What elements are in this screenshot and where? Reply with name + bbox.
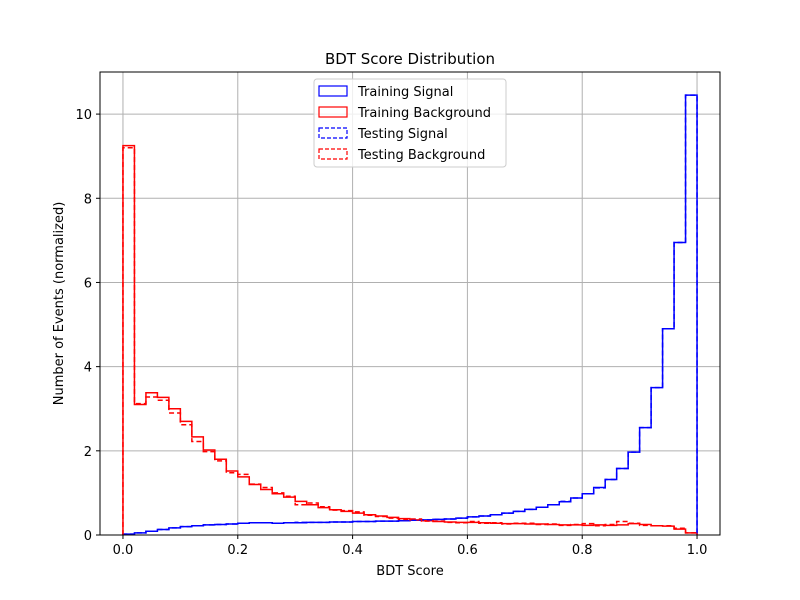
chart-title: BDT Score Distribution bbox=[325, 50, 495, 68]
histogram-series bbox=[122, 94, 698, 535]
x-tick-label: 0.0 bbox=[113, 543, 134, 558]
legend-swatch bbox=[318, 127, 348, 139]
y-tick-label: 10 bbox=[75, 108, 92, 123]
legend-box bbox=[313, 78, 507, 168]
series-testing-background-step bbox=[122, 147, 698, 535]
y-tick-label: 2 bbox=[84, 445, 92, 460]
legend: Training Signal Training Background Testin… bbox=[313, 78, 507, 168]
series-testing-signal-step bbox=[122, 94, 698, 535]
legend-label: Training Background bbox=[357, 106, 491, 121]
x-tick-label: 0.8 bbox=[572, 543, 593, 558]
x-axis-title: BDT Score bbox=[376, 564, 443, 579]
y-tick-label: 4 bbox=[84, 361, 92, 376]
y-axis-title: Number of Events (normalized) bbox=[52, 202, 67, 406]
legend-swatch bbox=[318, 85, 348, 97]
legend-label: Testing Background bbox=[357, 148, 485, 163]
legend-label: Testing Signal bbox=[357, 127, 448, 142]
x-tick-label: 0.4 bbox=[342, 543, 363, 558]
y-tick-label: 8 bbox=[84, 192, 92, 207]
x-tick-label: 0.2 bbox=[227, 543, 248, 558]
x-tick-label: 0.6 bbox=[457, 543, 478, 558]
legend-swatch bbox=[318, 106, 348, 118]
y-tick-label: 0 bbox=[84, 529, 92, 544]
plot-frame bbox=[99, 71, 721, 536]
legend-swatch bbox=[318, 148, 348, 160]
y-tick-label: 6 bbox=[84, 276, 92, 291]
axis-ticks: 0.0 0.2 0.4 0.6 0.8 1.0 0 2 4 6 8 10 bbox=[75, 108, 707, 558]
legend-label: Training Signal bbox=[357, 85, 453, 100]
x-tick-label: 1.0 bbox=[687, 543, 708, 558]
